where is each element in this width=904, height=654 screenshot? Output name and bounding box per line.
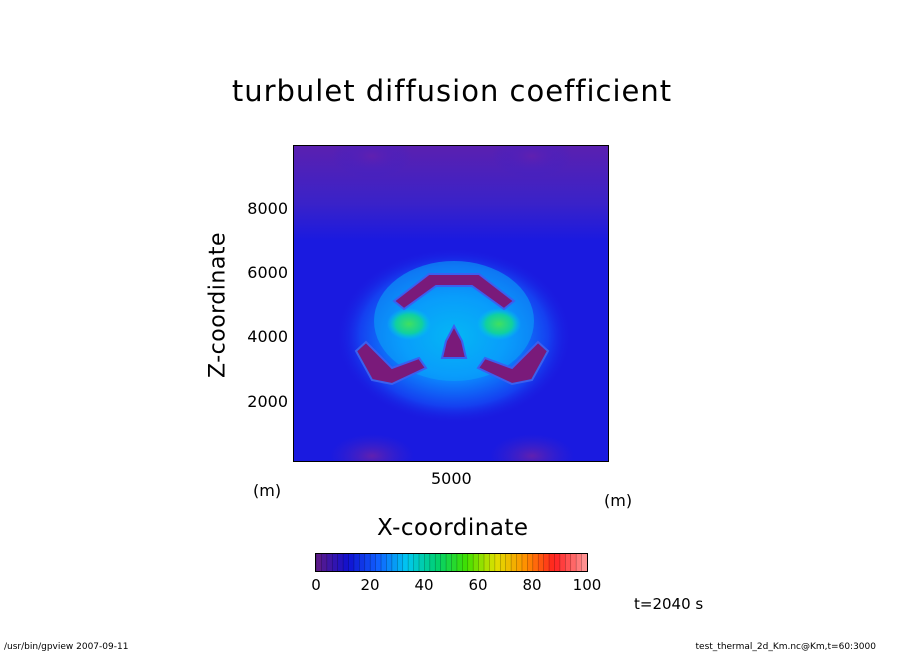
colorbar-step bbox=[511, 554, 518, 571]
footer-right: test_thermal_2d_Km.nc@Km,t=60:3000 bbox=[695, 642, 877, 652]
colorbar-step bbox=[559, 554, 566, 571]
colorbar-step bbox=[581, 554, 587, 571]
colorbar-step bbox=[381, 554, 387, 571]
colorbar-step bbox=[451, 554, 458, 571]
colorbar-tick-100: 100 bbox=[572, 576, 602, 594]
y-axis-unit: (m) bbox=[253, 481, 282, 500]
y-axis-label: Z-coordinate bbox=[205, 232, 231, 378]
colorbar-step bbox=[424, 554, 431, 571]
colorbar-tick-80: 80 bbox=[522, 576, 542, 594]
footer-left: /usr/bin/gpview 2007-09-11 bbox=[4, 642, 129, 652]
colorbar-step bbox=[543, 554, 550, 571]
colorbar-step bbox=[435, 554, 442, 571]
colorbar-step bbox=[391, 554, 398, 571]
colorbar-step bbox=[478, 554, 485, 571]
colorbar-step bbox=[489, 554, 496, 571]
colorbar-step bbox=[375, 554, 382, 571]
colorbar-step bbox=[549, 554, 555, 571]
y-tick-2000: 2000 bbox=[247, 392, 288, 411]
colorbar-step bbox=[429, 554, 436, 571]
colorbar-step bbox=[527, 554, 534, 571]
colorbar-step bbox=[554, 554, 561, 571]
bottom-right-spot bbox=[490, 434, 574, 461]
colorbar-tick-0: 0 bbox=[311, 576, 321, 594]
colorbar-step bbox=[516, 554, 523, 571]
colorbar-step bbox=[473, 554, 480, 571]
top-right-spot bbox=[492, 146, 572, 178]
colorbar-step bbox=[446, 554, 452, 571]
colorbar-step bbox=[408, 554, 415, 571]
colorbar-step bbox=[413, 554, 420, 571]
top-left-spot bbox=[332, 146, 412, 178]
colorbar-step bbox=[397, 554, 404, 571]
colorbar-step bbox=[353, 554, 360, 571]
colorbar-step bbox=[359, 554, 366, 571]
heatmap-field bbox=[294, 146, 608, 461]
colorbar-step bbox=[570, 554, 577, 571]
right-lobe bbox=[476, 340, 550, 386]
colorbar-step bbox=[494, 554, 501, 571]
upper-arch bbox=[392, 273, 516, 311]
colorbar-step bbox=[467, 554, 474, 571]
colorbar-tick-40: 40 bbox=[414, 576, 434, 594]
right-core bbox=[477, 308, 521, 340]
colorbar-step bbox=[532, 554, 539, 571]
colorbar-tick-20: 20 bbox=[360, 576, 380, 594]
x-axis-label: X-coordinate bbox=[377, 515, 529, 541]
colorbar-step bbox=[505, 554, 512, 571]
colorbar-step bbox=[326, 554, 333, 571]
colorbar-step bbox=[538, 554, 545, 571]
colorbar-step bbox=[316, 554, 322, 571]
colorbar bbox=[315, 553, 588, 572]
colorbar-step bbox=[462, 554, 469, 571]
x-axis-unit: (m) bbox=[604, 491, 633, 510]
time-label: t=2040 s bbox=[634, 595, 704, 613]
colorbar-tick-60: 60 bbox=[468, 576, 488, 594]
left-lobe bbox=[354, 340, 428, 386]
central-cap bbox=[440, 323, 468, 359]
colorbar-step bbox=[343, 554, 350, 571]
colorbar-step bbox=[370, 554, 377, 571]
colorbar-step bbox=[321, 554, 328, 571]
colorbar-step bbox=[364, 554, 371, 571]
y-tick-6000: 6000 bbox=[247, 263, 288, 282]
y-tick-4000: 4000 bbox=[247, 327, 288, 346]
colorbar-step bbox=[386, 554, 393, 571]
chart-title: turbulet diffusion coefficient bbox=[231, 74, 673, 108]
colorbar-step bbox=[402, 554, 409, 571]
colorbar-step bbox=[348, 554, 355, 571]
colorbar-gradient bbox=[316, 554, 587, 571]
colorbar-step bbox=[484, 554, 490, 571]
x-tick-5000: 5000 bbox=[431, 469, 472, 488]
colorbar-step bbox=[418, 554, 425, 571]
plot-area bbox=[293, 145, 609, 462]
colorbar-step bbox=[332, 554, 339, 571]
y-tick-8000: 8000 bbox=[247, 199, 288, 218]
bottom-left-spot bbox=[330, 434, 414, 461]
left-core bbox=[387, 308, 431, 340]
colorbar-step bbox=[500, 554, 507, 571]
colorbar-step bbox=[565, 554, 572, 571]
colorbar-step bbox=[576, 554, 583, 571]
colorbar-step bbox=[337, 554, 344, 571]
colorbar-step bbox=[521, 554, 528, 571]
colorbar-step bbox=[456, 554, 463, 571]
colorbar-step bbox=[440, 554, 447, 571]
